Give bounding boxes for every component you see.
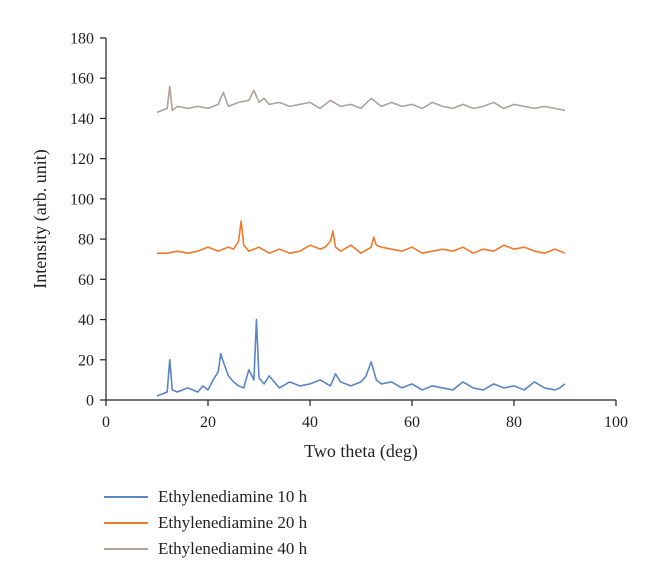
y-tick-label: 120: [70, 151, 94, 168]
y-ticks: 0 20 40 60 80 100 120 140 160 180: [70, 31, 106, 410]
x-tick-label: 60: [404, 414, 420, 431]
legend-label-10h: Ethylenediamine 10 h: [158, 487, 308, 506]
legend-swatch-20h: [104, 522, 148, 524]
y-tick-label: 20: [78, 352, 94, 369]
legend-item: Ethylenediamine 20 h: [104, 510, 307, 536]
y-tick-label: 40: [78, 312, 94, 329]
y-tick-label: 100: [70, 191, 94, 208]
series-line-0: [156, 318, 566, 397]
series-line-1: [157, 220, 566, 254]
legend-item: Ethylenediamine 10 h: [104, 484, 307, 510]
plot-lines: [156, 85, 566, 397]
x-tick-label: 40: [302, 414, 318, 431]
legend: Ethylenediamine 10 h Ethylenediamine 20 …: [104, 484, 307, 562]
x-ticks: 0 20 40 60 80 100: [102, 400, 628, 431]
y-tick-label: 180: [70, 31, 94, 48]
y-tick-label: 80: [78, 232, 94, 249]
x-tick-label: 100: [604, 414, 628, 431]
series-line-2: [156, 85, 566, 114]
y-tick-label: 60: [78, 272, 94, 289]
y-axis-title: Intensity (arb. unit): [30, 149, 51, 288]
legend-swatch-10h: [104, 496, 148, 498]
x-tick-label: 20: [200, 414, 216, 431]
legend-item: Ethylenediamine 40 h: [104, 536, 307, 562]
x-tick-label: 80: [506, 414, 522, 431]
y-tick-label: 0: [86, 393, 94, 410]
legend-swatch-40h: [104, 548, 148, 550]
y-tick-label: 140: [70, 111, 94, 128]
x-axis-title: Two theta (deg): [304, 441, 418, 462]
legend-label-40h: Ethylenediamine 40 h: [158, 539, 308, 558]
legend-label-20h: Ethylenediamine 20 h: [158, 513, 308, 532]
x-tick-label: 0: [102, 414, 110, 431]
y-tick-label: 160: [70, 71, 94, 88]
